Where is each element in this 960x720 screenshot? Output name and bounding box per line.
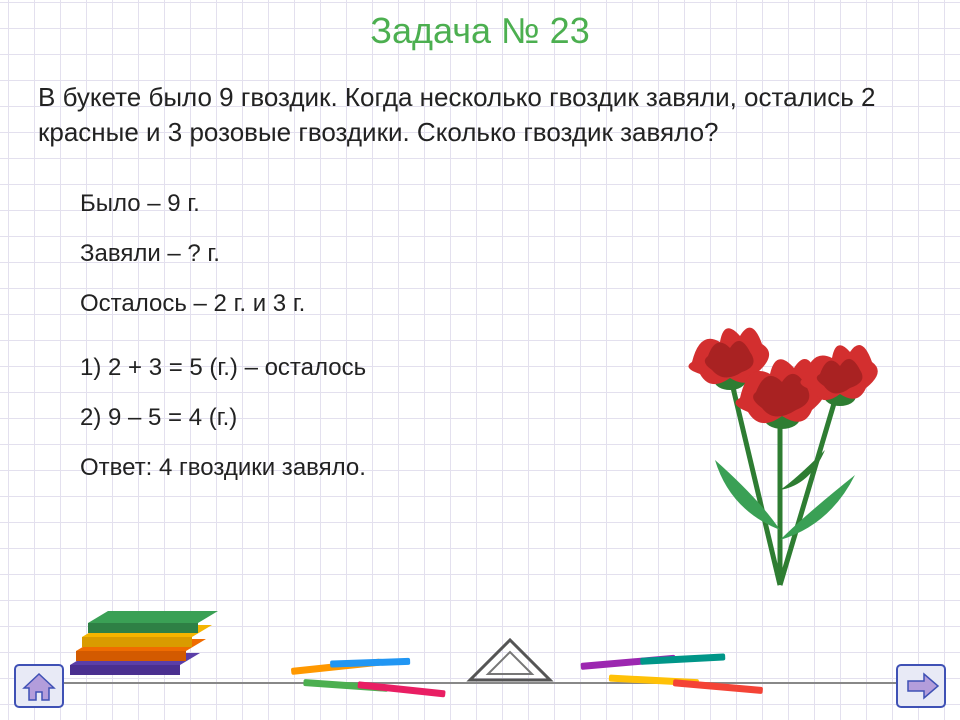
given-line-1: Было – 9 г. — [80, 190, 930, 218]
stationery-decoration-icon — [40, 605, 920, 700]
problem-title: Задача № 23 — [30, 10, 930, 52]
carnation-flowers-icon — [660, 290, 900, 590]
home-button[interactable] — [14, 664, 64, 708]
house-icon — [14, 664, 64, 708]
given-line-2: Завяли – ? г. — [80, 240, 930, 268]
next-slide-button[interactable] — [896, 664, 946, 708]
arrow-right-icon — [896, 664, 946, 708]
problem-text: В букете было 9 гвоздик. Когда несколько… — [30, 80, 930, 150]
